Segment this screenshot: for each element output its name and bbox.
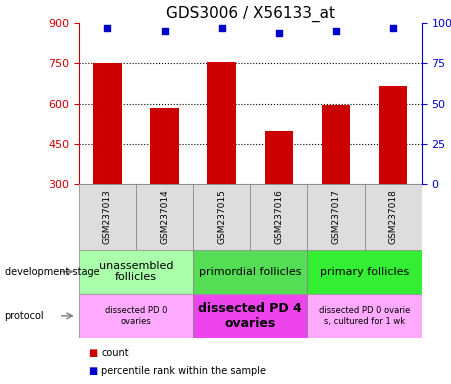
Text: dissected PD 4
ovaries: dissected PD 4 ovaries (198, 302, 302, 330)
Point (218, 25, 226, 31)
Text: dissected PD 0 ovarie
s, cultured for 1 wk: dissected PD 0 ovarie s, cultured for 1 … (319, 306, 410, 326)
Text: ■: ■ (88, 348, 97, 358)
Bar (364, 184, 422, 250)
Bar (250, 184, 308, 250)
Bar (193, 250, 308, 294)
Point (390, 25, 397, 31)
Text: unassembled
follicles: unassembled follicles (99, 261, 173, 283)
Text: count: count (101, 348, 129, 358)
Text: protocol: protocol (5, 311, 44, 321)
Point (332, 28, 340, 34)
Bar (308, 294, 422, 338)
Bar (193, 294, 308, 338)
Text: primary follicles: primary follicles (320, 266, 409, 277)
Bar (79, 250, 193, 294)
Bar (79, 294, 193, 338)
Bar (207, 62, 236, 184)
Point (275, 30, 282, 36)
Text: GSM237018: GSM237018 (389, 190, 398, 244)
Text: development stage: development stage (5, 266, 99, 277)
Bar (308, 184, 364, 250)
Text: primordial follicles: primordial follicles (199, 266, 302, 277)
Bar (193, 184, 250, 250)
Bar (79, 184, 136, 250)
Bar (308, 250, 422, 294)
Text: ■: ■ (88, 366, 97, 376)
Bar (265, 131, 293, 184)
Bar (136, 184, 193, 250)
Text: dissected PD 0
ovaries: dissected PD 0 ovaries (105, 306, 167, 326)
Bar (150, 108, 179, 184)
Text: GSM237013: GSM237013 (103, 190, 112, 244)
Text: GSM237017: GSM237017 (331, 190, 341, 244)
Text: GSM237016: GSM237016 (274, 190, 283, 244)
Text: GSM237015: GSM237015 (217, 190, 226, 244)
Text: GSM237014: GSM237014 (160, 190, 169, 244)
Point (104, 25, 111, 31)
Bar (379, 86, 407, 184)
Bar (93, 63, 122, 184)
Title: GDS3006 / X56133_at: GDS3006 / X56133_at (166, 5, 335, 22)
Bar (322, 105, 350, 184)
Point (161, 28, 168, 34)
Text: percentile rank within the sample: percentile rank within the sample (101, 366, 267, 376)
